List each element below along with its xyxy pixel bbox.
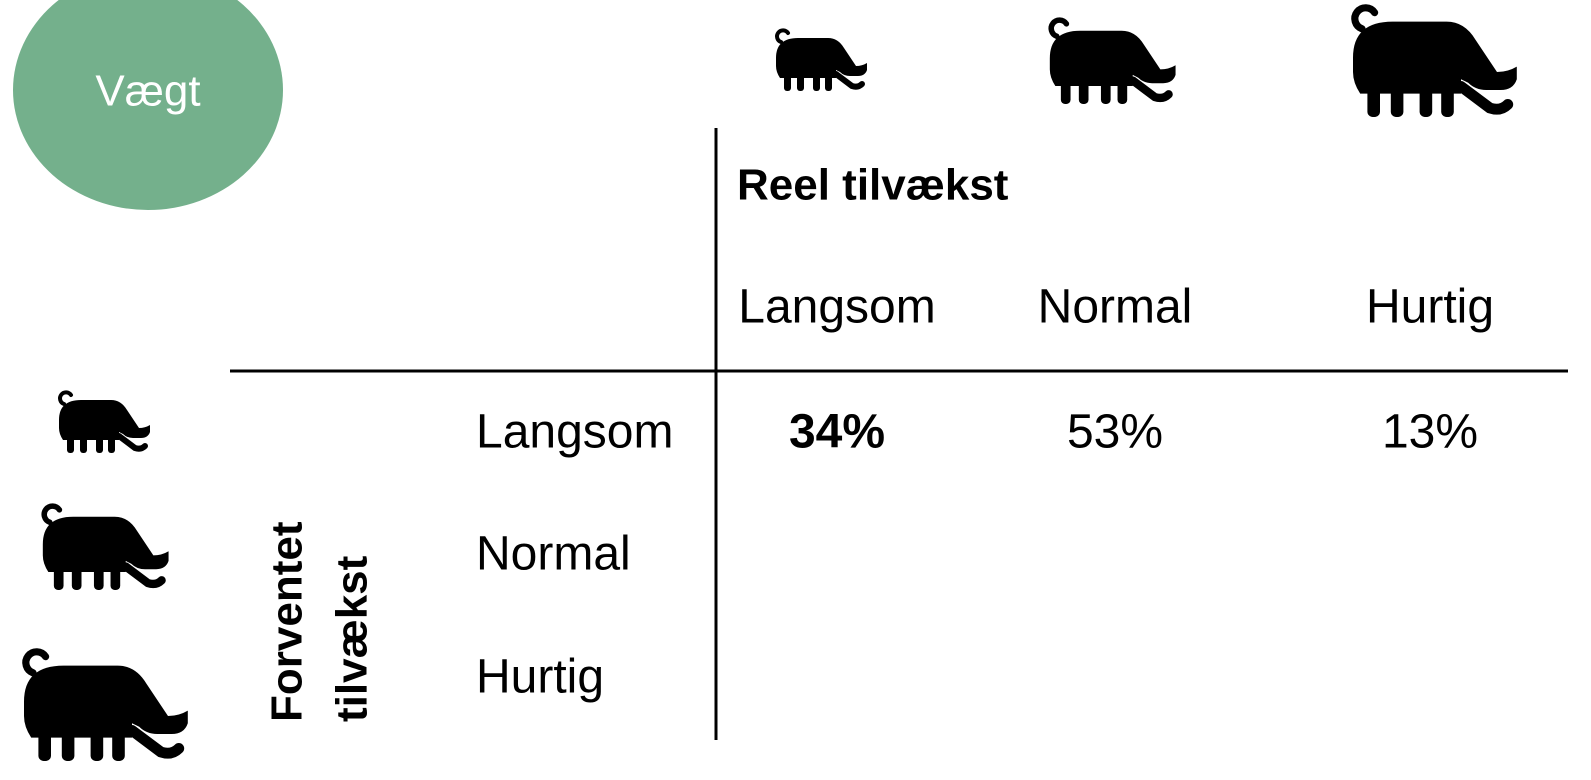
- column-header: Hurtig: [1366, 281, 1494, 334]
- cell: 53%: [1067, 406, 1163, 459]
- cell: 34%: [789, 406, 885, 459]
- pig-icon-small: [776, 30, 867, 91]
- pig-icon-large: [1353, 8, 1517, 117]
- row-title: tilvækst: [328, 555, 377, 722]
- pig-icon-medium: [1050, 20, 1176, 104]
- row-header: Normal: [476, 528, 631, 581]
- pig-icon-medium: [43, 506, 169, 590]
- column-header: Normal: [1038, 281, 1193, 334]
- row-header: Hurtig: [476, 651, 604, 704]
- column-title: Reel tilvækst: [737, 161, 1009, 210]
- badge-label: Vægt: [95, 67, 200, 116]
- badge: [13, 0, 283, 210]
- pig-icon-small: [59, 392, 150, 453]
- cell: 13%: [1382, 406, 1478, 459]
- pig-icon-large: [24, 652, 188, 761]
- table-body: Langsom Normal Hurtig Langsom Normal Hurtig 34…: [476, 281, 1494, 704]
- column-header: Langsom: [738, 281, 935, 334]
- row-header: Langsom: [476, 406, 673, 459]
- row-title: Forventet: [263, 521, 312, 722]
